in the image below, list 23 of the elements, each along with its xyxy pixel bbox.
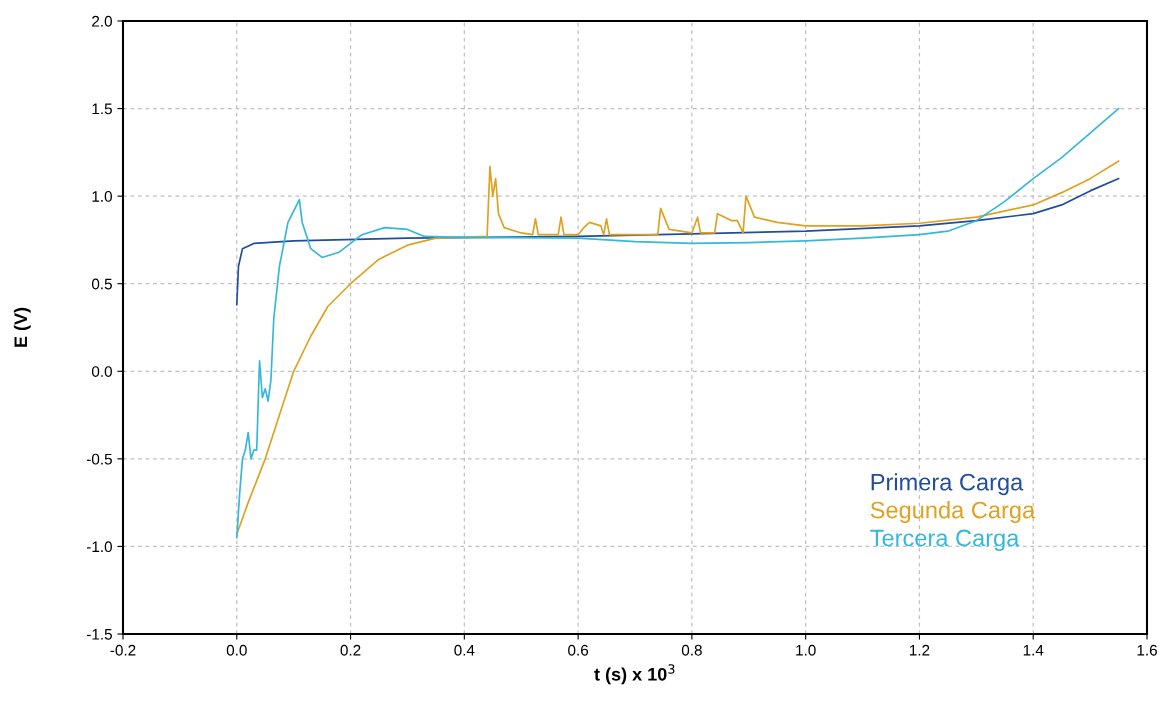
text: Primera Carga — [871, 473, 1024, 496]
x-tick-label: 0.2 — [340, 644, 361, 656]
x-tick-label: 1.4 — [1023, 644, 1044, 656]
x-tick-label: 0.0 — [226, 644, 247, 656]
y-axis-title: E (V) — [13, 307, 31, 347]
y-tick-label: -1.5 — [86, 629, 112, 640]
x-tick-label: 0.8 — [681, 644, 702, 656]
y-tick-label: -0.5 — [86, 453, 112, 465]
x-tick-label: -0.2 — [110, 644, 136, 656]
x-tick-label: 1.2 — [909, 644, 930, 656]
y-tick-label: 0.5 — [91, 278, 112, 290]
x-tick-label: 1.0 — [796, 644, 816, 656]
y-tick-label: 1.0 — [92, 191, 112, 202]
x-tick-label: 1.6 — [1137, 644, 1157, 656]
text: Tercera Carga — [870, 529, 1020, 551]
y-tick-label: -1.0 — [86, 541, 112, 553]
y-tick-label: 0.0 — [91, 366, 112, 377]
y-tick-label: 1.5 — [92, 103, 112, 115]
text: Segunda Carga — [870, 501, 1036, 524]
x-tick-label: 0.6 — [568, 644, 589, 656]
x-tick-label: 0.4 — [454, 644, 475, 656]
y-tick-label: 2.0 — [92, 15, 112, 27]
x-axis-title: t (s) x 10$^{3}$ — [594, 664, 675, 685]
